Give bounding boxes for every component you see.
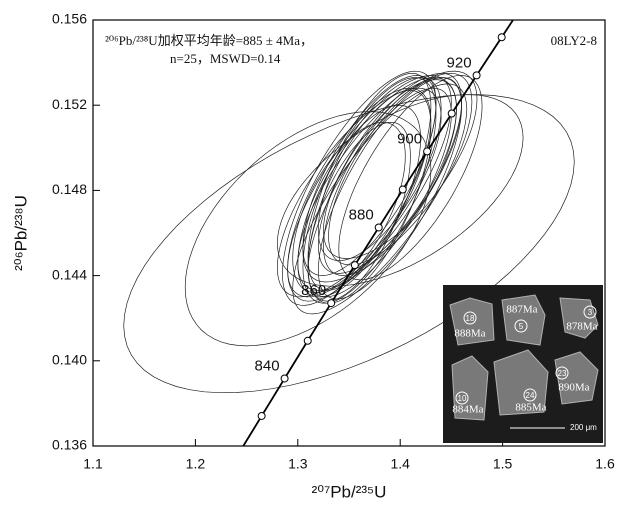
plot-frame: [92, 19, 606, 447]
y-tick-label: 0.144: [52, 266, 87, 282]
grain-spot: [583, 305, 597, 319]
age-label: 860: [301, 282, 326, 299]
error-ellipse: [338, 75, 483, 281]
error-ellipse: [276, 87, 442, 298]
y-tick-label: 0.136: [52, 437, 87, 453]
zircon-grain: [449, 297, 495, 346]
error-ellipse: [328, 72, 473, 266]
grain-age: 878Ma: [566, 321, 597, 333]
y-tick-label: 0.148: [52, 181, 87, 197]
age-label: 880: [349, 206, 374, 223]
x-axis-title: ²⁰⁷Pb/²³⁵U: [312, 482, 387, 501]
y-tick-label: 0.152: [52, 96, 87, 112]
plot-area: [123, 20, 575, 446]
x-tick-label: 1.5: [493, 456, 513, 472]
age-marker: [398, 185, 407, 194]
grain-number: 23: [558, 369, 567, 378]
grain-spot: [463, 311, 477, 325]
zircon-grain: [559, 297, 599, 339]
x-tick-label: 1.4: [390, 456, 410, 472]
grain-age: 884Ma: [452, 404, 483, 416]
age-label: 900: [397, 130, 422, 147]
y-tick-label: 0.140: [52, 352, 87, 368]
concordia-extension: [242, 415, 263, 446]
x-tick-label: 1.3: [288, 456, 308, 472]
grain-spot: [514, 319, 528, 333]
age-marker: [327, 299, 336, 308]
age-marker: [303, 336, 312, 345]
grain-number: 5: [519, 322, 524, 331]
x-tick-label: 1.2: [186, 456, 206, 472]
error-ellipse: [323, 70, 478, 259]
y-axis-title: ²⁰⁶Pb/²³⁸U: [11, 195, 30, 271]
error-ellipse: [302, 75, 437, 276]
grain-spot: [455, 391, 469, 405]
age-marker: [472, 71, 481, 80]
annotation: ²⁰⁶Pb/²³⁸U加权平均年龄=885 ± 4Ma，: [105, 33, 313, 48]
grain-age: 890Ma: [558, 382, 589, 394]
age-label: 840: [255, 357, 280, 374]
sample-label: 08LY2-8: [551, 33, 597, 48]
scale-label: 200 μm: [570, 423, 597, 432]
error-ellipse: [317, 72, 462, 274]
error-ellipse: [317, 77, 442, 262]
zircon-grain: [554, 351, 599, 405]
error-ellipse: [302, 77, 437, 304]
age-marker: [497, 33, 506, 42]
error-ellipse: [282, 70, 437, 306]
error-ellipse: [292, 121, 406, 293]
age-marker: [374, 223, 383, 232]
grain-age: 887Ma: [506, 304, 537, 316]
grain-number: 3: [588, 308, 593, 317]
grain-spot: [523, 388, 537, 402]
age-marker: [350, 261, 359, 270]
age-marker: [423, 147, 432, 156]
age-label: 920: [447, 54, 472, 71]
age-marker: [280, 374, 289, 383]
grain-age: 888Ma: [454, 328, 485, 340]
y-tick-label: 0.156: [52, 11, 87, 27]
age-marker: [257, 411, 266, 420]
annotation: n=25，MSWD=0.14: [170, 51, 281, 66]
grain-number: 24: [526, 391, 535, 400]
error-ellipse: [323, 79, 457, 276]
error-ellipse: [317, 77, 462, 300]
grain-number: 10: [458, 394, 467, 403]
grain-spot: [555, 366, 569, 380]
grain-age: 885Ma: [515, 402, 546, 414]
grain-number: 18: [466, 314, 475, 323]
age-marker: [447, 109, 456, 118]
error-ellipse: [307, 121, 411, 302]
x-tick-label: 1.1: [83, 456, 103, 472]
concordia-extension: [500, 20, 515, 38]
x-tick-label: 1.6: [595, 456, 615, 472]
error-ellipse: [307, 72, 432, 291]
